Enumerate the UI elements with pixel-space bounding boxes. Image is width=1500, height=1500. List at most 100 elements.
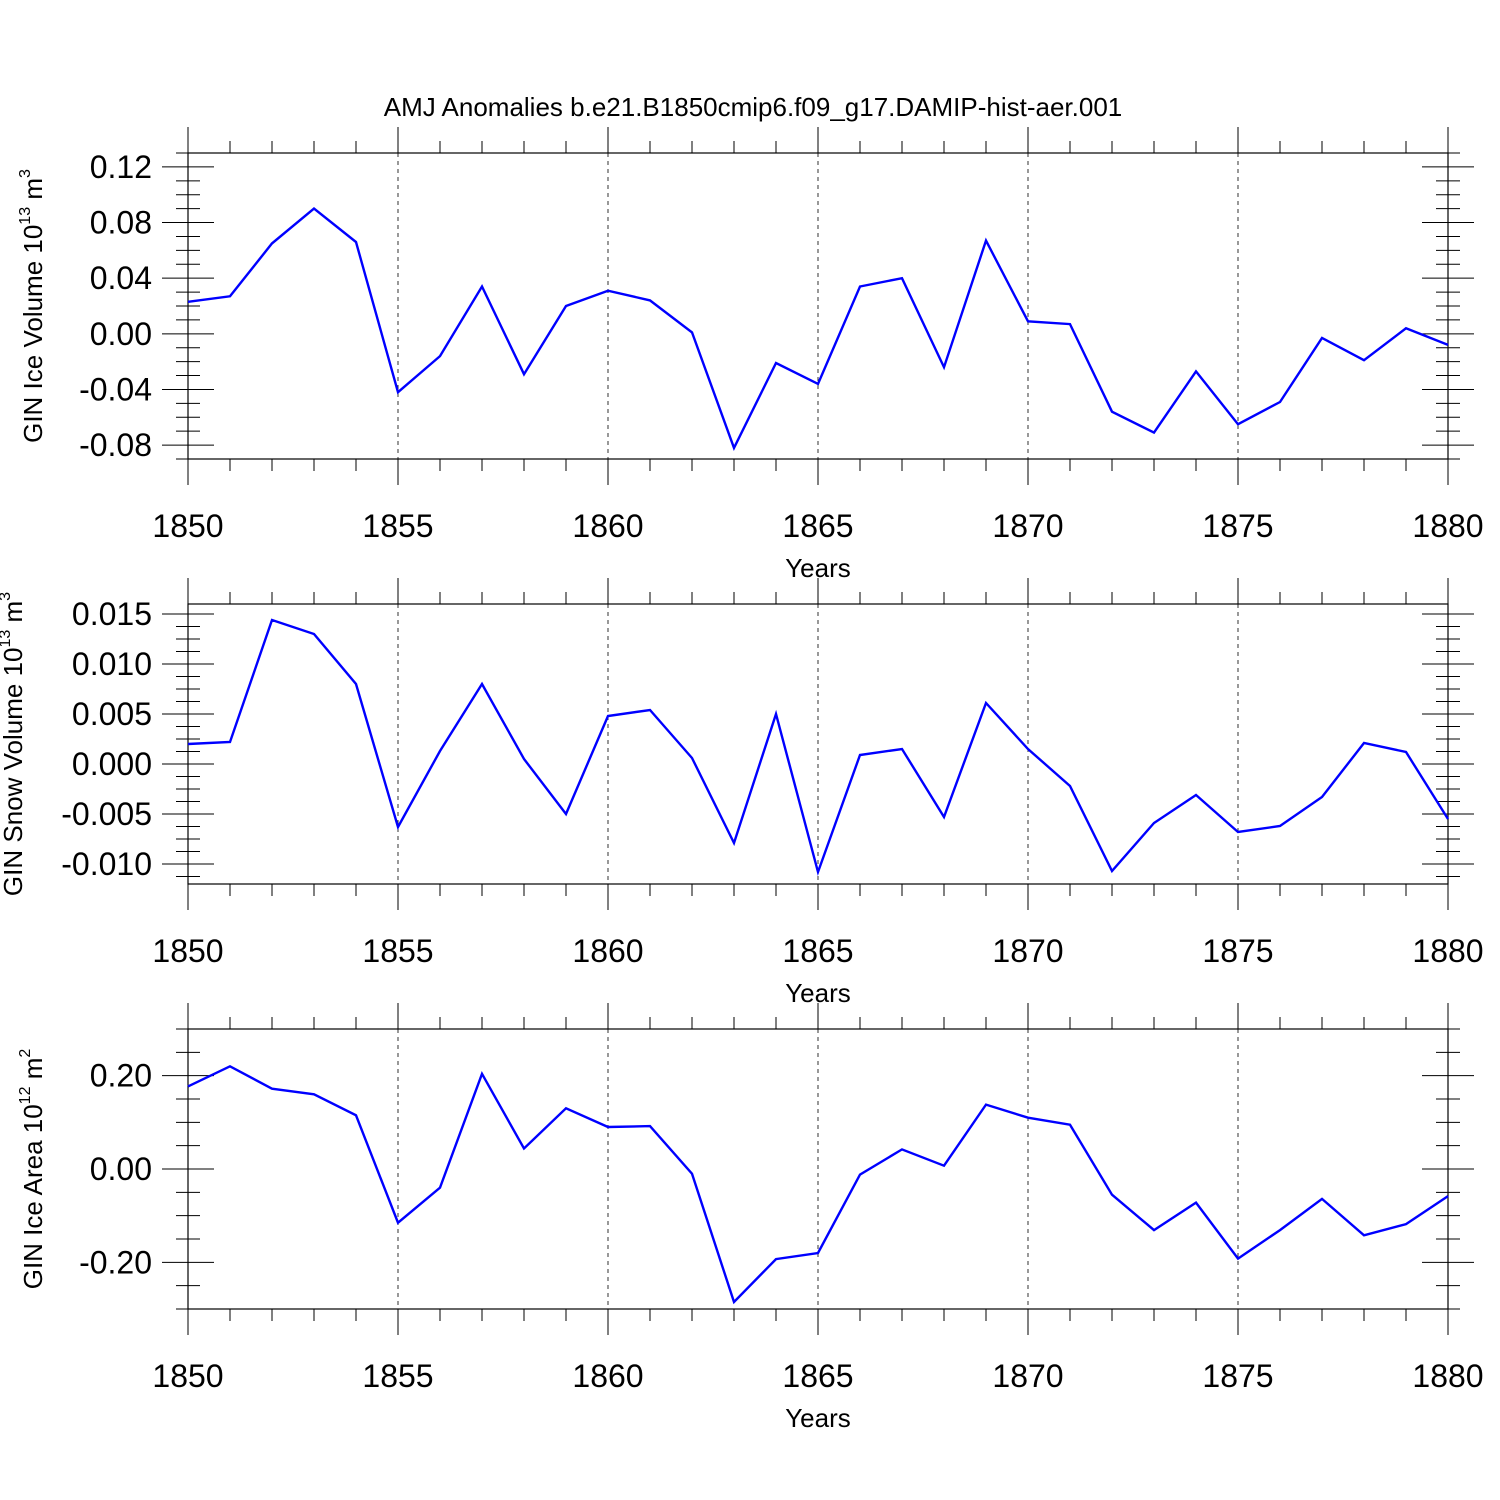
y-tick-label: -0.08 <box>79 427 152 463</box>
data-point <box>1236 830 1240 834</box>
data-point <box>480 285 484 289</box>
data-point <box>690 330 694 334</box>
data-point <box>522 757 526 761</box>
y-tick-label: -0.20 <box>79 1244 152 1280</box>
data-point <box>1236 1257 1240 1261</box>
data-point <box>690 1172 694 1176</box>
data-point <box>1026 1116 1030 1120</box>
y-tick-label: 0.015 <box>72 596 152 632</box>
data-point <box>1404 1222 1408 1226</box>
x-tick-label: 1870 <box>992 508 1063 544</box>
data-point <box>564 812 568 816</box>
data-point <box>900 747 904 751</box>
x-tick-label: 1880 <box>1412 508 1483 544</box>
data-point <box>1404 750 1408 754</box>
series-line-1 <box>187 207 1449 451</box>
x-tick-label: 1850 <box>152 508 223 544</box>
data-point <box>816 382 820 386</box>
y-axis-label-exponent: 13 <box>0 630 14 648</box>
x-tick-label: 1850 <box>152 933 223 969</box>
data-point <box>1278 400 1282 404</box>
series-line-1 <box>187 1064 1449 1305</box>
data-point <box>732 1300 736 1304</box>
y-tick-label: 0.00 <box>90 1151 152 1187</box>
data-point <box>228 740 232 744</box>
y-axis-label-exponent: 12 <box>17 1086 34 1104</box>
data-point <box>1068 1123 1072 1127</box>
y-tick-label: -0.04 <box>79 371 152 407</box>
x-tick-label: 1855 <box>362 1358 433 1394</box>
x-tick-label: 1870 <box>992 933 1063 969</box>
data-point <box>228 1064 232 1068</box>
y-axis-label-unit-exponent: 2 <box>17 1049 34 1058</box>
data-point <box>732 841 736 845</box>
data-point <box>942 815 946 819</box>
data-point <box>1194 369 1198 373</box>
data-point <box>1026 747 1030 751</box>
x-tick-label: 1860 <box>572 1358 643 1394</box>
y-tick-label: 0.010 <box>72 646 152 682</box>
data-point <box>1362 741 1366 745</box>
y-axis-label: GIN Snow Volume 1013 m3 <box>0 592 28 896</box>
data-point <box>1026 319 1030 323</box>
data-point <box>312 1092 316 1096</box>
figure-title: AMJ Anomalies b.e21.B1850cmip6.f09_g17.D… <box>384 92 1123 122</box>
data-point <box>522 372 526 376</box>
data-point <box>438 749 442 753</box>
data-point <box>900 1147 904 1151</box>
data-point <box>228 294 232 298</box>
data-point <box>858 285 862 289</box>
x-tick-label: 1875 <box>1202 1358 1273 1394</box>
data-point <box>1446 817 1450 821</box>
data-point <box>648 708 652 712</box>
data-point <box>1320 1197 1324 1201</box>
data-point <box>396 825 400 829</box>
data-point <box>942 365 946 369</box>
data-point <box>984 239 988 243</box>
data-point <box>1110 410 1114 414</box>
data-point <box>984 701 988 705</box>
data-point <box>606 714 610 718</box>
y-axis-label-main: GIN Ice Volume 10 <box>18 225 48 443</box>
y-tick-label: 0.00 <box>90 316 152 352</box>
y-axis-label-exponent: 13 <box>17 207 34 225</box>
data-point <box>1446 1194 1450 1198</box>
x-tick-label: 1880 <box>1412 1358 1483 1394</box>
y-tick-label: 0.005 <box>72 696 152 732</box>
data-point <box>1068 784 1072 788</box>
data-point <box>1362 1233 1366 1237</box>
data-point <box>816 870 820 874</box>
x-tick-label: 1855 <box>362 933 433 969</box>
data-point <box>354 682 358 686</box>
x-tick-label: 1865 <box>782 508 853 544</box>
x-tick-label: 1850 <box>152 1358 223 1394</box>
x-tick-label: 1870 <box>992 1358 1063 1394</box>
data-point <box>270 1087 274 1091</box>
y-axis-label-unit: m <box>0 601 28 630</box>
y-axis-label-unit-exponent: 3 <box>0 592 14 601</box>
panel-1: -0.08 -0.04 0.00 0.04 0.08 0.12 1850 1855 1860 18… <box>17 127 1484 583</box>
data-point <box>480 1072 484 1076</box>
data-point <box>396 390 400 394</box>
data-point <box>312 207 316 211</box>
data-point <box>1320 336 1324 340</box>
data-point <box>1236 422 1240 426</box>
data-point <box>1278 1228 1282 1232</box>
y-axis-label: GIN Ice Area 1012 m2 <box>17 1049 48 1290</box>
panel-3: -0.20 0.00 0.20 1850 1855 1860 1865 1870 1875 188… <box>17 1003 1484 1433</box>
data-point <box>648 1124 652 1128</box>
data-point <box>1194 1201 1198 1205</box>
data-point <box>1152 1228 1156 1232</box>
y-axis-label-unit: m <box>18 1058 48 1087</box>
x-tick-label: 1860 <box>572 933 643 969</box>
data-point <box>606 289 610 293</box>
data-point <box>480 682 484 686</box>
data-point <box>732 446 736 450</box>
panel-2: -0.010 -0.005 0.000 0.005 0.010 0.015 1850 1855… <box>0 578 1484 1008</box>
data-point <box>1278 824 1282 828</box>
data-point <box>1404 326 1408 330</box>
y-tick-label: 0.000 <box>72 746 152 782</box>
data-point <box>858 753 862 757</box>
series-line-1 <box>187 618 1450 877</box>
